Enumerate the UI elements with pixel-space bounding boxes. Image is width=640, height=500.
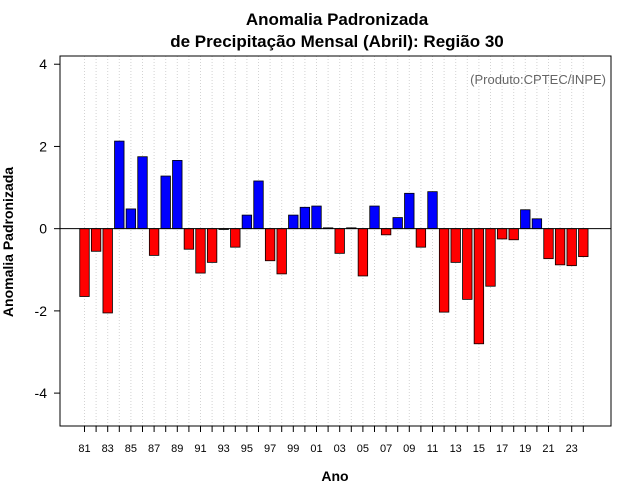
x-tick-label: 11	[427, 443, 438, 455]
bar-2001	[311, 205, 322, 230]
bar-1991	[195, 228, 206, 274]
x-tick-label: 03	[334, 443, 346, 455]
y-tick-label: 4	[39, 56, 47, 72]
bar-1984	[114, 140, 125, 230]
bar-2024	[578, 228, 589, 258]
bar-2008	[392, 217, 403, 230]
x-tick-label: 07	[380, 443, 392, 455]
x-tick-label: 09	[403, 443, 415, 455]
bar-2000	[299, 206, 311, 230]
bar-1999	[288, 214, 299, 230]
x-tick-label: 23	[566, 443, 578, 455]
y-tick-label: 0	[39, 221, 47, 237]
x-tick-label: 81	[78, 443, 90, 455]
bar-2021	[543, 228, 554, 260]
credit-label: (Produto:CPTEC/INPE)	[470, 72, 606, 87]
bars	[79, 140, 589, 345]
bar-1988	[160, 175, 171, 230]
x-tick-label: 97	[264, 443, 276, 455]
bar-1997	[264, 228, 276, 262]
x-tick-label: 15	[473, 443, 485, 455]
x-tick-label: 05	[357, 443, 369, 455]
chart-title-line2: de Precipitação Mensal (Abril): Região 3…	[170, 32, 503, 51]
y-axis-title: Anomalia Padronizada	[0, 167, 16, 317]
x-tick-label: 19	[519, 443, 531, 455]
bar-2006	[369, 205, 380, 230]
bar-1987	[148, 228, 160, 256]
bar-1981	[79, 228, 90, 297]
chart-title-line1: Anomalia Padronizada	[246, 10, 429, 29]
x-tick-label: 17	[496, 443, 508, 455]
bar-2009	[404, 192, 415, 230]
bar-1985	[125, 208, 137, 230]
bar-2012	[438, 228, 450, 313]
bar-2018	[508, 228, 519, 241]
x-tick-label: 85	[125, 443, 137, 455]
bar-2003	[334, 228, 345, 254]
plot-frame	[59, 55, 612, 427]
x-axis-title: Ano	[321, 468, 348, 484]
bar-1996	[253, 180, 264, 230]
y-tick-label: -2	[35, 303, 48, 319]
bar-2014	[462, 228, 473, 300]
x-tick-label: 93	[218, 443, 230, 455]
x-tick-label: 87	[148, 443, 160, 455]
bar-2023	[566, 228, 577, 267]
axes: -4 -2 0 2 4 81 83 85 87 89 91 93 95 97 99 01 03 05 07 09 11 1…	[35, 56, 611, 455]
bar-1998	[276, 228, 287, 275]
bar-1992	[206, 228, 218, 263]
x-tick-label: 83	[102, 443, 114, 455]
bar-1994	[230, 228, 241, 248]
x-tick-label: 95	[241, 443, 253, 455]
bar-1990	[183, 228, 195, 250]
bar-1982	[90, 228, 102, 252]
bar-2022	[554, 228, 566, 266]
bar-2007	[380, 228, 392, 236]
bar-2015	[473, 228, 485, 345]
bar-1986	[137, 156, 148, 230]
bar-1995	[241, 214, 253, 230]
x-tick-label: 21	[542, 443, 554, 455]
bar-2011	[427, 191, 438, 230]
x-tick-label: 13	[450, 443, 462, 455]
bar-2019	[520, 209, 531, 230]
bar-2005	[357, 228, 369, 277]
bar-2013	[450, 228, 461, 263]
bar-2010	[415, 228, 427, 248]
y-tick-label: 2	[39, 138, 47, 154]
bar-2017	[496, 228, 508, 240]
x-tick-label: 89	[171, 443, 183, 455]
bar-1983	[102, 228, 113, 314]
bar-2020	[531, 218, 543, 230]
x-tick-label: 99	[287, 443, 299, 455]
bar-1989	[172, 160, 183, 230]
y-tick-label: -4	[35, 385, 48, 401]
grid-lines	[84, 56, 584, 426]
bar-2016	[485, 228, 496, 287]
x-tick-label: 91	[194, 443, 206, 455]
x-tick-label: 01	[310, 443, 322, 455]
